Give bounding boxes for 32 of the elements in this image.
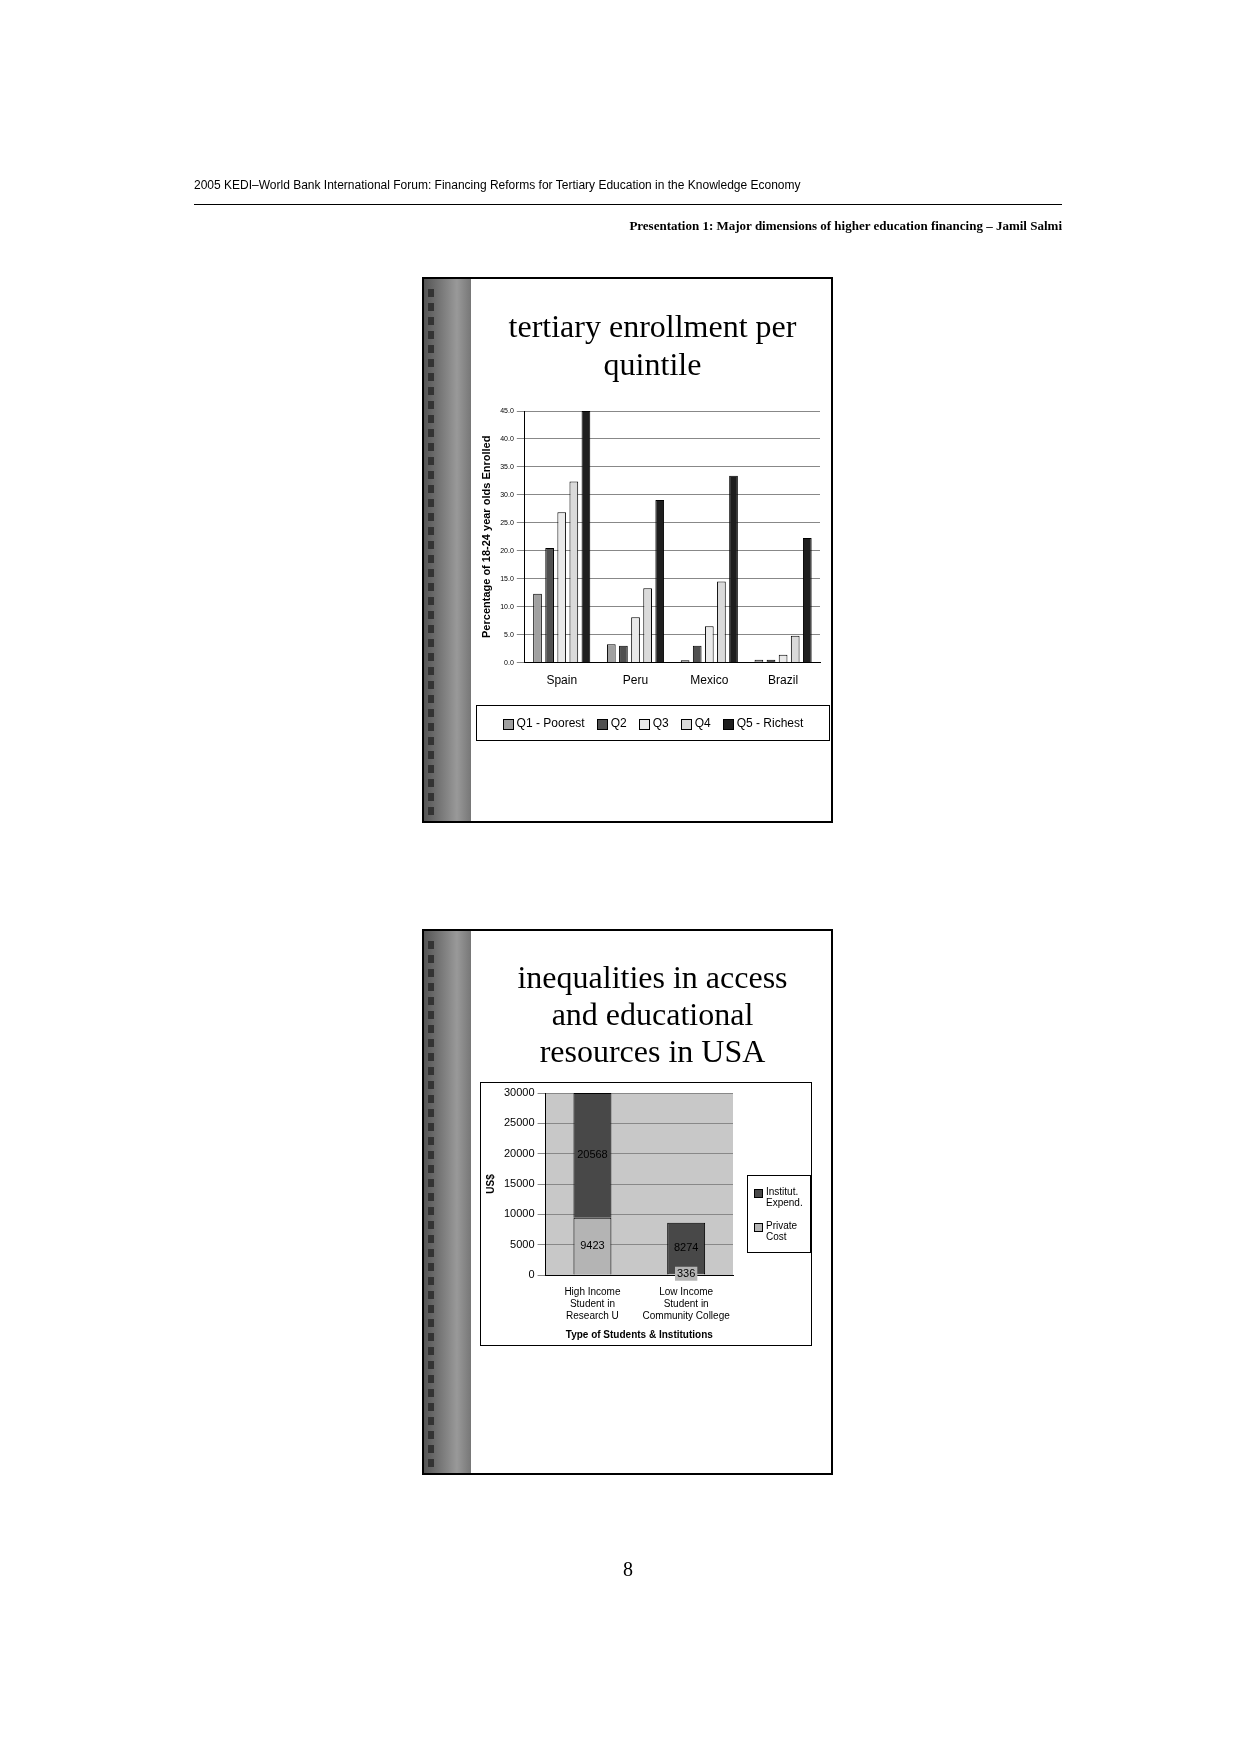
x-tick-label: Peru: [622, 673, 649, 688]
legend-label: Institut. Expend.: [766, 1186, 804, 1208]
x-tick-label: Mexico: [690, 673, 729, 688]
y-tick-label: 25000: [503, 1116, 535, 1129]
legend-label: Q5 - Richest: [736, 716, 804, 730]
y-axis-title: Percentage of 18-24 year olds Enrolled: [479, 435, 492, 638]
legend-label: Private Cost: [766, 1220, 799, 1242]
x-tick-label: High Income Student in Research U: [564, 1285, 621, 1321]
data-label: 20568: [577, 1148, 608, 1161]
data-label: 8274: [673, 1240, 699, 1253]
y-tick-label: 10000: [503, 1207, 535, 1220]
x-tick-label: Spain: [546, 673, 578, 688]
legend-label: Q4: [694, 716, 711, 730]
y-tick-label: 0: [528, 1268, 535, 1281]
legend-label: Q3: [652, 716, 669, 730]
x-axis-title: Type of Students & Institutions: [565, 1328, 714, 1340]
chart-title: tertiary enrollment per quintile: [507, 307, 798, 383]
data-label: 9423: [580, 1239, 605, 1252]
legend-label: Q1 - Poorest: [516, 716, 585, 730]
x-tick-label: Brazil: [768, 673, 799, 688]
text: 8: [622, 1558, 634, 1581]
y-axis-title: US$: [484, 1173, 496, 1194]
x-tick-label: Low Income Student in Community College: [642, 1285, 731, 1321]
text: Presentation 1: Major dimensions of higher education financing – Jamil Salmi: [628, 218, 1062, 234]
legend-label: Q2: [610, 716, 627, 730]
y-tick-label: 20000: [503, 1146, 535, 1159]
data-label: 336: [676, 1266, 696, 1279]
chart-title: inequalities in access and educational resources in USA: [516, 959, 789, 1070]
y-tick-label: 5000: [510, 1237, 535, 1250]
y-tick-label: 30000: [503, 1086, 535, 1099]
y-tick-label: 15000: [503, 1177, 535, 1190]
text: 2005 KEDI–World Bank International Forum: Financing Reforms for Tertiary Education in the Knowledge Economy: [194, 178, 802, 192]
